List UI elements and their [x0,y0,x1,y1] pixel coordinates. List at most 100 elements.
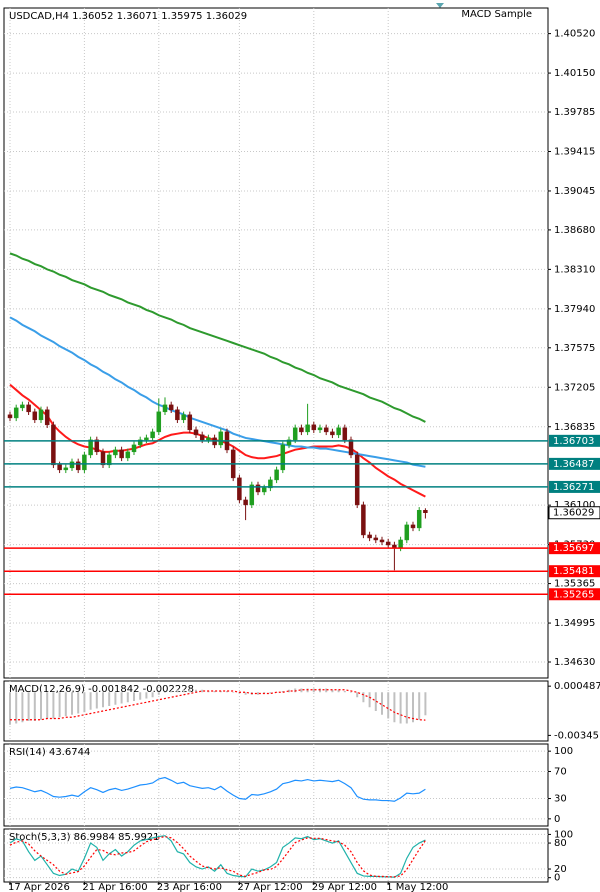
level-label-box [549,588,600,601]
y-tick-label: 100 [554,829,573,840]
moving-average [9,316,426,468]
y-tick-label: -0.003451 [554,730,600,741]
histogram-bar [343,691,346,693]
histogram-bar [139,692,142,700]
x-tick-label: 1 May 12:00 [386,882,448,892]
y-tick-label: 1.38680 [554,225,595,236]
candle-body [336,427,341,436]
candle-body [398,539,403,549]
histogram-bar [232,692,235,693]
candle-body [423,510,428,513]
y-tick-label: 70 [554,766,567,777]
y-tick-label: 20 [554,864,567,875]
histogram-bar [108,692,111,706]
candle-body [268,479,273,489]
y-tick-label: 1.40150 [554,68,595,79]
candle-body [181,414,186,421]
histogram-bar [15,692,18,724]
histogram-bar [52,692,55,719]
candle-body [7,414,13,419]
x-tick-label: 17 Apr 2026 [8,882,70,892]
y-tick-label: 30 [554,794,567,805]
candle-body [404,524,410,541]
level-label: 1.35265 [553,589,594,600]
histogram-bar [58,692,61,718]
candle-body [26,404,31,413]
candle-body [51,424,56,466]
histogram-bar [27,692,30,721]
candle-body [348,439,354,456]
current-price-label: 1.36029 [553,508,594,519]
y-tick-label: 100 [554,746,573,757]
y-tick-label: 0.000487 [554,681,600,692]
histogram-bar [263,692,266,694]
histogram-bar [64,692,67,716]
y-tick-label: 1.35365 [554,579,595,590]
candle-body [367,534,372,539]
y-tick-label: 1.37205 [554,382,595,393]
candle-body [44,409,50,426]
x-tick-label: 27 Apr 12:00 [237,882,302,892]
candle-body [330,431,335,436]
histogram-bar [120,692,123,704]
histogram-bar [182,689,185,693]
pane-title: Stoch(5,3,3) 86.9984 85.9921 [9,832,160,843]
histogram-bar [393,692,396,723]
y-tick-label: 1.37575 [554,343,595,354]
candle-body [274,469,279,481]
histogram-bar [157,692,160,695]
histogram-bar [188,689,191,693]
histogram-bar [306,688,309,693]
level-label: 1.36487 [553,459,594,470]
candle-body [280,444,286,471]
histogram-bar [77,692,80,714]
y-tick-label: 0 [554,814,560,825]
histogram-bar [21,692,24,723]
histogram-bar [387,692,390,719]
histogram-bar [337,689,340,693]
histogram-bar [244,692,247,695]
candle-body [125,451,131,459]
indicator-line [9,776,426,802]
histogram-bar [325,688,328,693]
histogram-bar [418,692,421,720]
pane-frame [3,680,549,742]
candle-body [261,487,267,493]
candle-body [305,424,310,433]
histogram-bar [145,692,148,699]
candle-body [237,477,242,501]
pane-frame [3,743,549,827]
y-tick-label: 1.34995 [554,618,595,629]
candle-body [69,461,75,469]
candle-body [106,454,112,466]
histogram-bar [319,688,321,693]
candle-body [206,437,211,441]
candle-body [131,444,137,453]
candle-body [13,407,19,419]
histogram-bar [288,689,290,693]
pane-title: USDCAD,H4 1.36052 1.36071 1.35975 1.3602… [9,11,247,22]
histogram-bar [356,692,359,698]
expert-name: MACD Sample [461,9,532,20]
level-label: 1.35697 [553,543,594,554]
histogram-bar [424,692,427,716]
candle-body [150,431,155,439]
candle-body [385,541,391,546]
histogram-bar [226,691,228,693]
candle-body [100,451,106,466]
y-tick-label: 80 [554,838,567,849]
candle-body [187,414,193,431]
candle-body [119,449,124,459]
candle-body [292,427,298,441]
candle-body [323,427,329,433]
histogram-bar [294,688,297,693]
candle-body [299,427,304,433]
histogram-bar [300,688,303,693]
candle-body [317,427,323,431]
candle-body [255,484,261,493]
histogram-bar [399,692,402,724]
y-tick-label: 1.39415 [554,146,595,157]
candle-body [410,524,416,529]
